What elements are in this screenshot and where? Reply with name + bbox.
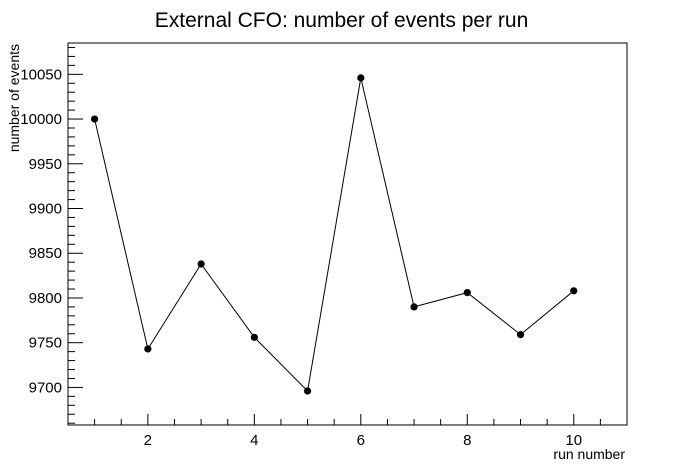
x-axis-ticks	[94, 414, 601, 425]
y-tick-label: 9750	[29, 335, 62, 352]
data-point	[410, 303, 418, 311]
x-tick-label: 10	[565, 432, 582, 449]
x-tick-label: 6	[357, 432, 365, 449]
x-tick-label: 4	[250, 432, 258, 449]
data-point	[357, 74, 365, 82]
y-tick-label: 9900	[29, 201, 62, 218]
x-axis-tick-labels: 2 4 6 8 10	[144, 432, 582, 449]
y-axis-ticks	[68, 46, 83, 424]
x-tick-label: 2	[144, 432, 152, 449]
data-point	[463, 288, 471, 297]
data-point	[91, 115, 99, 123]
y-axis-title: number of events	[6, 44, 22, 152]
y-tick-label: 9850	[29, 245, 62, 262]
data-point	[144, 345, 152, 353]
data-point	[303, 387, 312, 395]
data-point	[197, 260, 205, 268]
data-point	[516, 331, 525, 339]
data-point	[570, 287, 578, 295]
series-layer	[91, 74, 578, 395]
y-tick-label: 10050	[20, 66, 62, 83]
y-tick-label: 9700	[29, 379, 62, 396]
plot-area-frame	[67, 42, 628, 426]
y-tick-label: 9950	[29, 156, 62, 173]
x-axis-title: run number	[553, 446, 625, 462]
x-tick-label: 8	[463, 432, 471, 449]
y-tick-label: 10000	[20, 111, 62, 128]
y-axis-tick-labels: 9700 9750 9800 9850 9900 9950 10000 10050	[20, 66, 62, 396]
y-tick-label: 9800	[29, 290, 62, 307]
chart-title: External CFO: number of events per run	[155, 9, 529, 32]
data-point	[250, 333, 258, 341]
series-line	[94, 77, 575, 393]
